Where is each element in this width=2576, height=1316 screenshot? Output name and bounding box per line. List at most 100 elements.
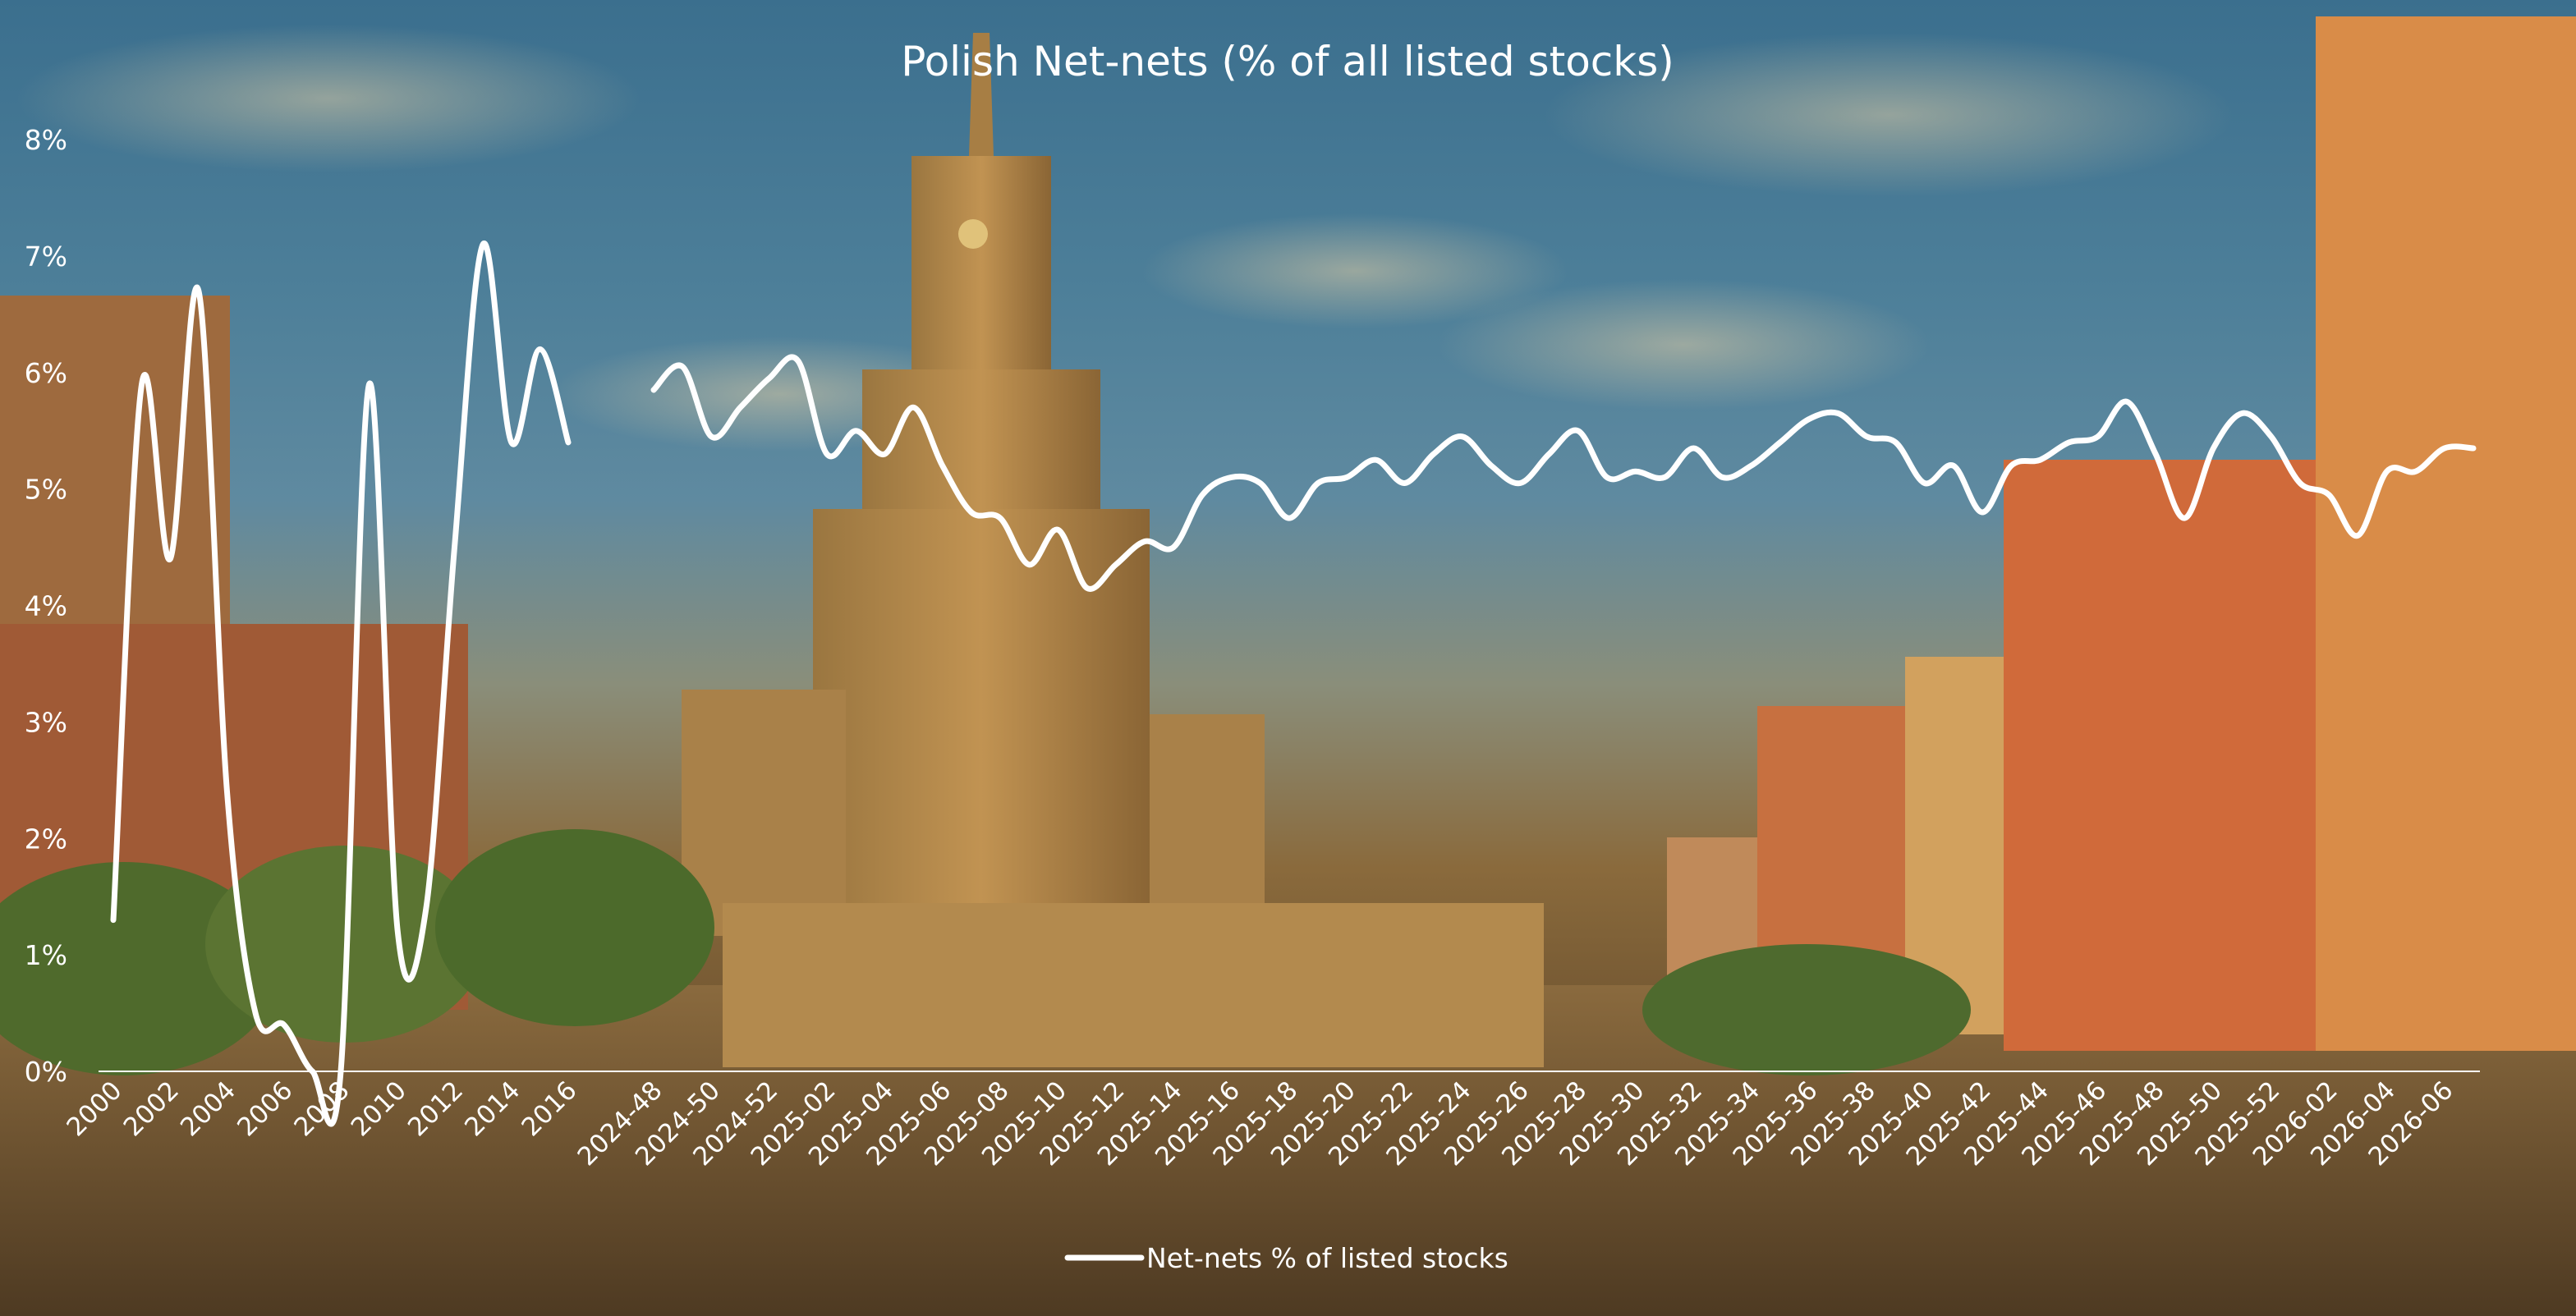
data-point xyxy=(1605,475,1609,479)
legend-label: Net-nets % of listed stocks xyxy=(1146,1242,1508,1274)
data-point xyxy=(1026,562,1031,567)
data-point xyxy=(1835,410,1840,415)
data-point xyxy=(1171,545,1176,550)
data-point xyxy=(2355,533,2360,538)
data-point xyxy=(2442,446,2447,451)
x-tick-label: 2012 xyxy=(402,1075,469,1142)
y-tick-label: 4% xyxy=(25,590,67,622)
data-point xyxy=(1489,463,1494,468)
data-point xyxy=(738,405,743,410)
data-point xyxy=(1778,440,1783,445)
x-tick-label: 2004 xyxy=(175,1075,241,1142)
data-point xyxy=(452,545,457,550)
x-tick-label: 2014 xyxy=(459,1075,526,1142)
x-axis-ticks: 2000200220042006200820102012201420162024… xyxy=(61,1075,2459,1172)
data-point xyxy=(2182,516,2187,520)
data-point xyxy=(168,557,172,562)
data-point xyxy=(282,1022,287,1027)
data-point xyxy=(2153,452,2158,456)
data-point xyxy=(1258,481,1263,486)
data-point xyxy=(1142,539,1147,544)
data-point xyxy=(911,405,916,410)
data-point xyxy=(1287,516,1292,520)
data-point xyxy=(2471,446,2476,451)
x-tick-label: 2016 xyxy=(516,1075,582,1142)
y-tick-label: 7% xyxy=(25,241,67,273)
y-tick-label: 3% xyxy=(25,706,67,738)
data-point xyxy=(2211,446,2216,451)
data-point xyxy=(1403,481,1407,486)
data-point xyxy=(998,516,1003,520)
data-point xyxy=(1749,463,1754,468)
x-tick-label: 2006 xyxy=(232,1075,298,1142)
data-point xyxy=(395,929,400,934)
data-point xyxy=(1055,527,1060,532)
data-point xyxy=(1864,434,1869,439)
data-point xyxy=(1662,475,1667,479)
data-point xyxy=(882,452,887,456)
chart-title: Polish Net-nets (% of all listed stocks) xyxy=(901,38,1674,85)
data-point xyxy=(1720,475,1725,479)
data-point xyxy=(1894,440,1899,445)
y-axis-ticks: 0% 1% 2% 3% 4% 5% 6% 7% 8% xyxy=(25,124,67,1088)
data-point xyxy=(1518,481,1522,486)
data-point xyxy=(1460,434,1465,439)
y-tick-label: 6% xyxy=(25,357,67,389)
data-point xyxy=(1807,417,1811,422)
series-line-segment xyxy=(650,354,2477,592)
data-point xyxy=(1576,429,1581,433)
data-point xyxy=(969,510,974,515)
data-point xyxy=(2067,440,2072,445)
data-point xyxy=(566,440,571,445)
data-point xyxy=(824,452,829,456)
data-point xyxy=(2326,493,2331,498)
y-tick-label: 2% xyxy=(25,823,67,855)
y-tick-label: 0% xyxy=(25,1056,67,1088)
data-point xyxy=(1546,452,1551,456)
data-point xyxy=(1114,562,1118,567)
data-point xyxy=(2298,481,2303,486)
data-point xyxy=(1431,452,1436,456)
data-point xyxy=(1951,463,1956,468)
x-tick-label: 2000 xyxy=(61,1075,127,1142)
data-point xyxy=(1344,475,1349,479)
data-point xyxy=(2096,434,2101,439)
data-point xyxy=(796,359,801,364)
data-point xyxy=(1633,469,1638,474)
data-point xyxy=(111,918,116,923)
data-point xyxy=(225,790,230,795)
data-point xyxy=(1200,493,1205,498)
x-tick-label: 2002 xyxy=(118,1075,185,1142)
data-point xyxy=(1691,446,1696,451)
data-point xyxy=(1922,481,1927,486)
palace-of-culture xyxy=(682,33,1544,1067)
data-point xyxy=(1229,475,1234,479)
sky-clouds xyxy=(16,25,2234,452)
data-point xyxy=(338,1069,343,1074)
data-point xyxy=(680,365,685,369)
y-tick-label: 1% xyxy=(25,939,67,971)
series-lines xyxy=(110,240,2477,1127)
data-point xyxy=(2269,434,2274,439)
x-tick-label: 2010 xyxy=(346,1075,412,1142)
data-point xyxy=(2009,463,2014,468)
data-point xyxy=(940,463,945,468)
data-point xyxy=(196,288,201,293)
data-point xyxy=(853,429,858,433)
data-point xyxy=(651,387,656,392)
data-point xyxy=(310,1069,315,1074)
data-point xyxy=(2037,457,2042,462)
data-point xyxy=(767,376,772,381)
data-point xyxy=(253,1011,258,1016)
legend: Net-nets % of listed stocks xyxy=(1064,1242,1508,1274)
data-point xyxy=(2413,469,2418,474)
data-point xyxy=(537,346,542,351)
data-point xyxy=(2385,469,2390,474)
y-tick-label: 5% xyxy=(25,474,67,506)
data-point xyxy=(709,434,714,439)
data-point xyxy=(1373,457,1378,462)
data-point xyxy=(2240,410,2245,415)
data-point xyxy=(424,906,429,910)
